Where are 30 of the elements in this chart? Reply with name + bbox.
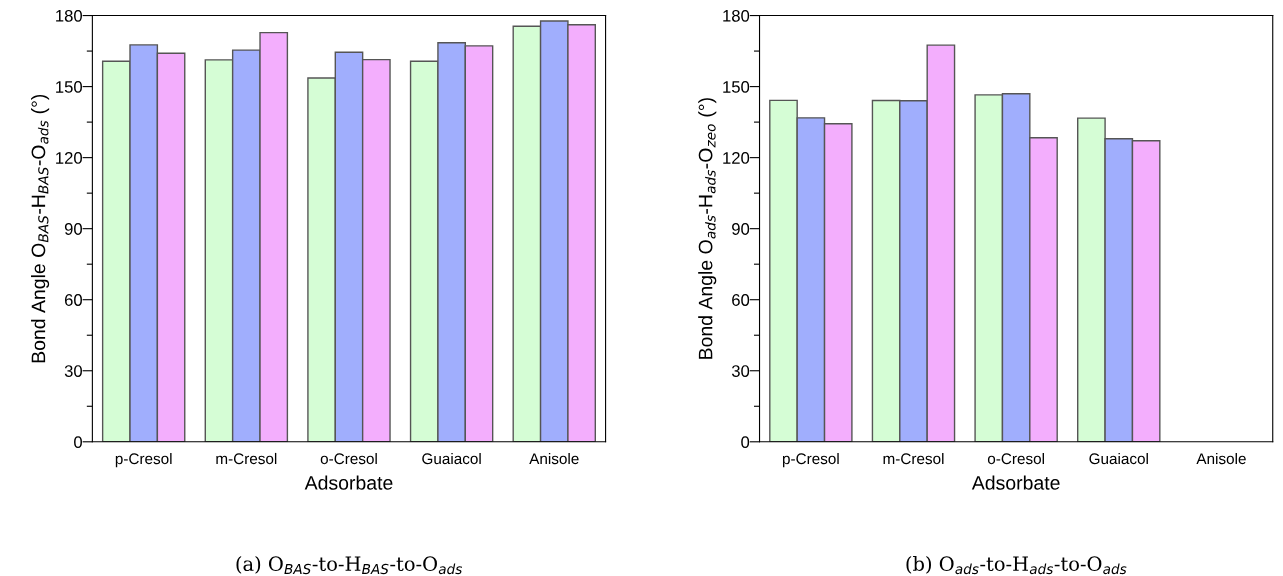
x-tick-label: Guaiacol (422, 452, 481, 465)
x-tick-label: m-Cresol (216, 452, 277, 465)
text: (a) O$_{BAS}$-to-H$_{BAS}$-to-O$_{ads}$ (236, 555, 463, 575)
x-axis-title: Adsorbate (304, 475, 393, 490)
y-axis-title: Bond Angle O$_{ads}$-H$_{ads}$-O$_{zeo}$ (°) (698, 98, 717, 359)
x-tick-label: p-Cresol (782, 452, 839, 468)
y-tick-label: 150 (723, 80, 750, 93)
x-tick-label: m-Cresol (883, 452, 944, 465)
x-tick-label: Guaiacol (1089, 452, 1148, 465)
y-tick-label: 150 (56, 80, 82, 93)
y-tick-label: 60 (64, 294, 82, 306)
y-tick-label: 0 (741, 436, 750, 448)
y-tick-label: 0 (74, 436, 82, 448)
x-tick-label: p-Cresol (115, 452, 172, 468)
x-tick-label: o-Cresol (320, 452, 377, 465)
text: (b) O$_{ads}$-to-H$_{ads}$-to-O$_{ads}$ (906, 555, 1127, 575)
y-tick-label: 30 (64, 365, 82, 377)
y-tick-label: 120 (723, 152, 750, 164)
y-tick-label: 30 (731, 365, 750, 377)
x-tick-label: Anisole (1196, 452, 1246, 465)
y-tick-label: 60 (732, 294, 750, 306)
x-tick-label: o-Cresol (987, 452, 1044, 465)
x-axis-title: Adsorbate (971, 475, 1060, 490)
y-tick-label: 90 (732, 223, 750, 235)
y-tick-label: 120 (56, 152, 82, 164)
x-tick-label: Anisole (529, 452, 579, 465)
y-tick-label: 180 (723, 9, 750, 22)
y-axis-title: Bond Angle O$_{BAS}$-H$_{BAS}$-O$_{ads}$ (°) (31, 94, 50, 363)
y-tick-label: 180 (56, 9, 82, 22)
y-tick-label: 90 (64, 223, 82, 235)
